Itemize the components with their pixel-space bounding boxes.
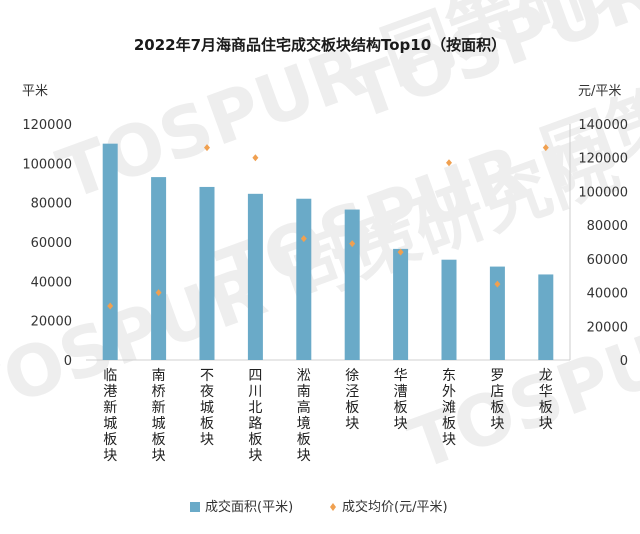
price-point: [542, 144, 549, 152]
bars: [102, 143, 554, 360]
right-axis-unit: 元/平米: [578, 84, 621, 99]
legend-point-label: 成交均价(元/平米): [342, 499, 448, 515]
left-tick-label: 120000: [22, 118, 72, 133]
bar: [247, 193, 263, 360]
category-label: 南桥新城板块: [152, 368, 166, 464]
category-label: 临港新城板块: [103, 368, 117, 464]
left-tick-label: 60000: [31, 236, 72, 251]
price-point: [397, 248, 404, 256]
price-point: [300, 235, 307, 243]
bar: [441, 259, 457, 360]
legend: 成交面积(平米) 成交均价(元/平米): [190, 499, 448, 515]
price-point: [446, 159, 452, 167]
price-points: [107, 144, 549, 310]
legend-point-swatch: [330, 503, 336, 511]
right-tick-label: 60000: [587, 253, 628, 268]
left-tick-label: 40000: [31, 275, 72, 290]
legend-bar-label: 成交面积(平米): [205, 499, 293, 515]
right-tick-label: 100000: [578, 185, 628, 200]
bar: [489, 266, 505, 360]
bar: [296, 198, 312, 360]
category-label: 淞南高境板块: [297, 368, 311, 464]
chart-title: 2022年7月海商品住宅成交板块结构Top10（按面积）: [134, 36, 506, 54]
right-axis-ticks: 0 20000 40000 60000 80000 100000 120000 140000: [578, 118, 628, 369]
category-label: 四川北路板块: [248, 368, 262, 464]
right-tick-label: 120000: [578, 152, 628, 167]
right-tick-label: 20000: [587, 320, 628, 335]
price-point: [494, 280, 501, 288]
price-point: [204, 144, 210, 152]
category-label: 龙华板块: [539, 368, 553, 432]
category-label: 罗店板块: [490, 368, 504, 432]
bar: [102, 143, 118, 360]
left-tick-label: 20000: [31, 315, 72, 330]
bar: [344, 209, 360, 360]
bar: [393, 248, 409, 360]
category-label: 华漕板块: [394, 368, 408, 432]
category-labels: 临港新城板块 南桥新城板块 不夜城板块 四川北路板块 淞南高境板块 徐泾板块 华漕板块 东外滩…: [103, 368, 553, 464]
price-point: [107, 302, 114, 310]
left-axis-unit: 平米: [22, 84, 48, 99]
right-tick-label: 140000: [578, 118, 628, 133]
category-label: 东外滩板块: [442, 368, 456, 448]
category-label: 不夜城板块: [200, 368, 214, 448]
price-point: [155, 289, 162, 297]
right-tick-label: 0: [620, 354, 628, 369]
left-tick-label: 80000: [31, 197, 72, 212]
left-axis-ticks: 0 20000 40000 60000 80000 100000 120000: [22, 118, 72, 369]
bar: [199, 186, 215, 360]
bar: [538, 274, 554, 360]
category-label: 徐泾板块: [345, 368, 359, 432]
price-point: [349, 240, 356, 248]
left-tick-label: 100000: [22, 157, 72, 172]
right-tick-label: 40000: [587, 287, 628, 302]
left-tick-label: 0: [64, 354, 72, 369]
price-point: [252, 154, 259, 162]
right-tick-label: 80000: [587, 219, 628, 234]
bar: [151, 177, 167, 360]
legend-bar-swatch: [190, 502, 200, 512]
